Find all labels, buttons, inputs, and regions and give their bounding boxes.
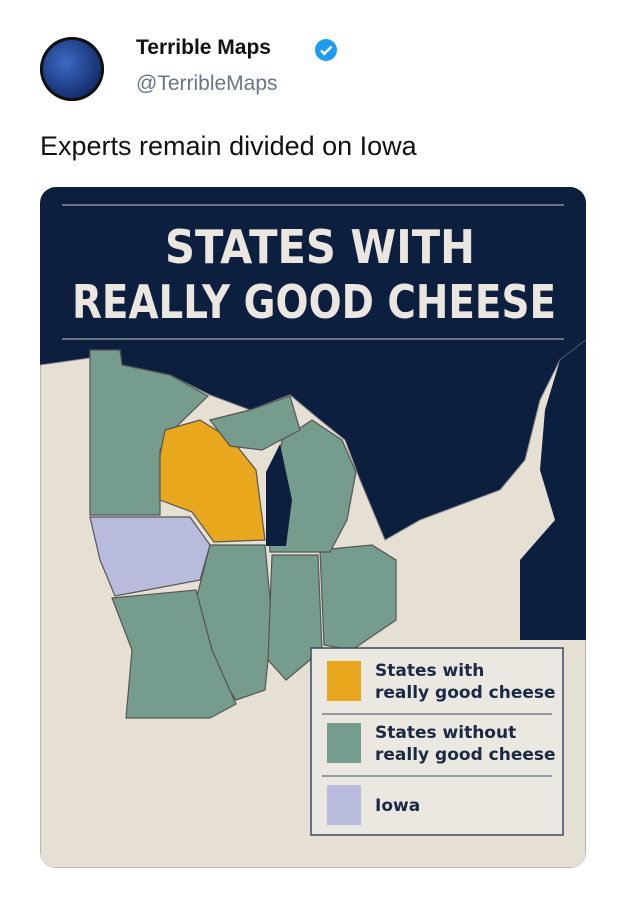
legend-swatch	[327, 723, 361, 763]
author-handle[interactable]: @TerribleMaps	[136, 72, 278, 95]
state	[159, 419, 266, 543]
legend-label: really good cheese	[375, 683, 556, 703]
verified-badge	[315, 39, 337, 61]
state	[111, 589, 237, 719]
tweet-text: Experts remain divided on Iowa	[40, 131, 417, 161]
ocean	[520, 340, 586, 640]
state	[89, 349, 209, 516]
avatar[interactable]	[40, 37, 104, 101]
legend-swatch	[327, 785, 361, 825]
state	[89, 516, 211, 597]
map-title: STATES WITH	[165, 220, 475, 274]
author-name[interactable]: Terrible Maps	[136, 36, 271, 59]
state	[267, 554, 323, 681]
legend-label: States with	[375, 661, 484, 681]
legend-label: really good cheese	[375, 745, 556, 765]
legend-label: Iowa	[375, 796, 420, 816]
legend-label: States without	[375, 723, 516, 743]
map-title: REALLY GOOD CHEESE	[72, 275, 556, 329]
state	[208, 395, 301, 451]
legend-swatch	[327, 661, 361, 701]
state	[319, 544, 397, 651]
lake	[266, 444, 292, 546]
